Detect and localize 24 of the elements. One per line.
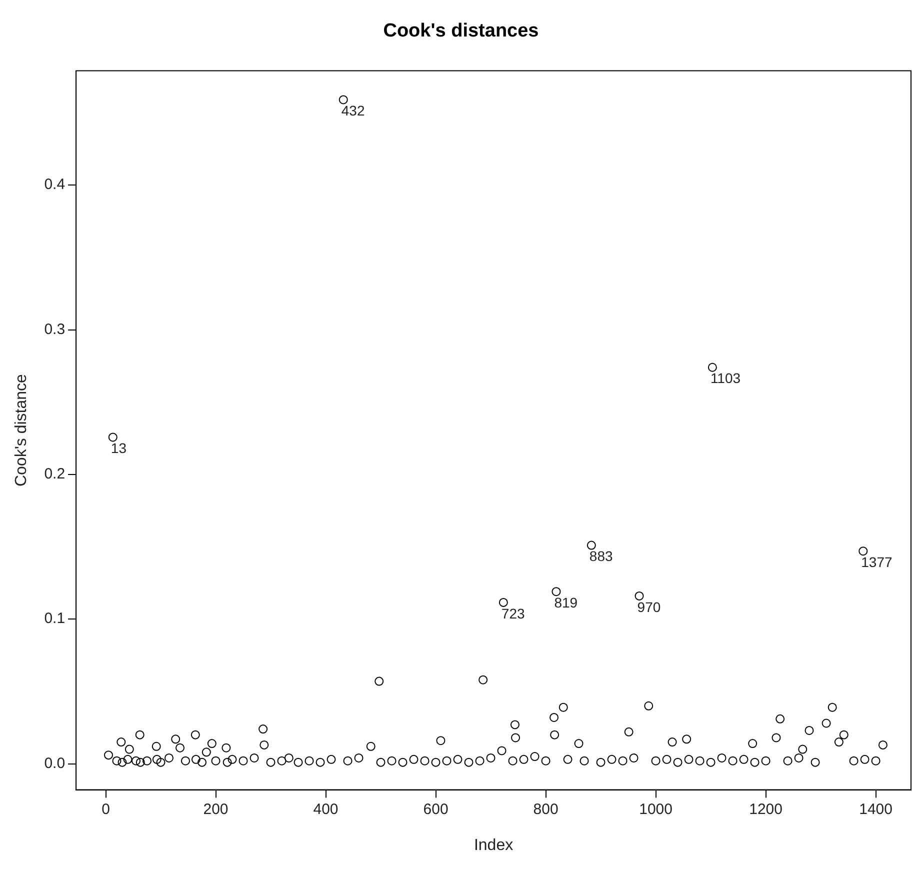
- x-tick-label: 0: [102, 800, 110, 818]
- y-axis-title: Cook's distance: [13, 374, 30, 487]
- chart-title: Cook's distances: [383, 20, 539, 42]
- x-axis-title: Index: [474, 836, 514, 854]
- annotation: 970: [637, 598, 661, 615]
- annotation: 723: [501, 605, 525, 622]
- annotation: 1377: [861, 554, 893, 570]
- x-tick-label: 1400: [859, 800, 892, 818]
- y-tick-label: 0.0: [44, 754, 66, 772]
- annotation: 883: [589, 548, 614, 564]
- y-tick-label: 0.2: [44, 466, 66, 483]
- x-tick-label: 800: [533, 800, 558, 818]
- y-tick-label: 0.1: [44, 610, 66, 628]
- x-tick-label: 400: [313, 800, 338, 818]
- annotation: 13: [110, 440, 127, 456]
- x-tick-label: 1000: [639, 800, 672, 818]
- x-tick-label: 200: [203, 800, 228, 818]
- x-tick-label: 1200: [749, 800, 782, 818]
- annotation: 819: [554, 594, 578, 610]
- annotation: 1103: [710, 370, 741, 386]
- y-tick-label: 0.3: [44, 320, 66, 338]
- x-tick-label: 600: [423, 800, 448, 818]
- y-tick-label: 0.4: [44, 176, 66, 194]
- annotation: 432: [341, 102, 365, 119]
